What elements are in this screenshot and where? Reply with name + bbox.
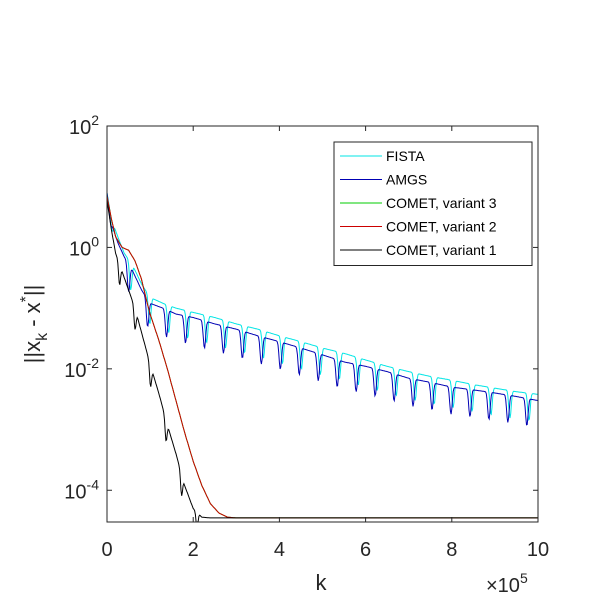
axes-box	[106, 125, 539, 523]
y-tick-label: 10-2	[64, 355, 99, 382]
axes-layer	[106, 125, 539, 523]
x-axis-label: k	[316, 570, 328, 595]
legend-entry-label: COMET, variant 2	[386, 219, 497, 235]
legend: FISTA AMGS COMET, variant 3 COMET, variant …	[333, 141, 533, 266]
x-tick-label: 0	[101, 539, 112, 561]
x-axis-multiplier: ×105	[486, 570, 528, 597]
y-axis-label-text: ||xk - x*||	[18, 285, 51, 364]
x-tick-label: 4	[274, 539, 285, 561]
x-tick-label: 2	[188, 539, 199, 561]
legend-entry-label: FISTA	[386, 148, 425, 164]
y-tick-label: 10-4	[64, 476, 99, 503]
series-line-amgs	[106, 192, 539, 426]
legend-entry-label: AMGS	[386, 172, 427, 188]
series-layer	[106, 192, 539, 523]
legend-entry-label: COMET, variant 1	[386, 242, 497, 258]
y-tick-label: 102	[69, 112, 99, 139]
y-axis-label: ||xk - x*||	[18, 285, 51, 364]
y-tick-label: 100	[69, 233, 99, 260]
series-line-fista	[106, 192, 538, 421]
x-tick-label: 8	[446, 539, 457, 561]
legend-entry-label: COMET, variant 3	[386, 195, 497, 211]
x-tick-label: 10	[527, 539, 549, 561]
series-line-comet-variant-1	[106, 200, 538, 523]
legend-box	[333, 141, 533, 266]
ticks-layer: 0 2 4 6 8 10 102 100 10-2 10-4	[64, 112, 549, 561]
x-tick-label: 6	[360, 539, 371, 561]
